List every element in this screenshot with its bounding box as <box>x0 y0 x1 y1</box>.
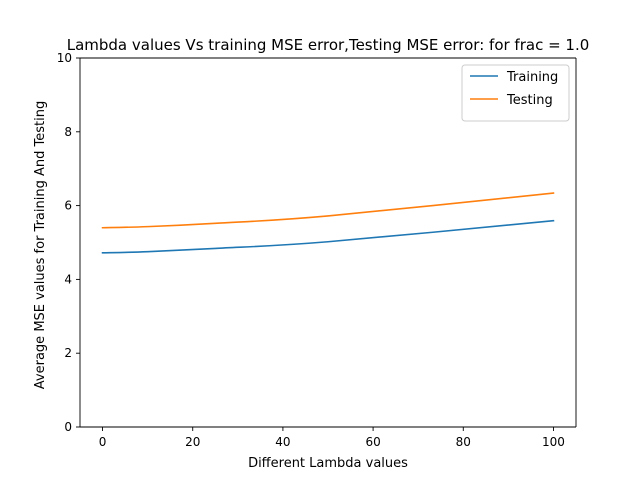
legend: Training Testing <box>461 64 570 122</box>
x-tick-label: 60 <box>365 435 380 449</box>
legend-label-training: Training <box>506 70 558 85</box>
x-tick-label: 100 <box>542 435 565 449</box>
x-tick-label: 20 <box>185 435 200 449</box>
series-line-training <box>101 219 555 254</box>
y-axis-label: Average MSE values for Training And Test… <box>33 101 48 389</box>
y-tick-label: 0 <box>64 420 72 434</box>
x-tick-label: 0 <box>99 435 107 449</box>
chart-title: Lambda values Vs training MSE error,Test… <box>67 36 590 54</box>
y-tick-label: 8 <box>64 125 72 139</box>
y-tick-label: 6 <box>64 199 72 213</box>
plot-area: 0 20 40 60 80 100 0 2 4 6 8 10 <box>57 51 577 449</box>
y-tick-label: 4 <box>64 272 72 286</box>
x-tick-label: 40 <box>275 435 290 449</box>
legend-label-testing: Testing <box>506 93 553 108</box>
y-tick-label: 2 <box>64 346 72 360</box>
y-tick-label: 10 <box>57 51 72 65</box>
x-tick-label: 80 <box>456 435 471 449</box>
x-axis-label: Different Lambda values <box>248 456 408 471</box>
series-line-testing <box>101 192 555 229</box>
legend-box <box>461 64 570 122</box>
